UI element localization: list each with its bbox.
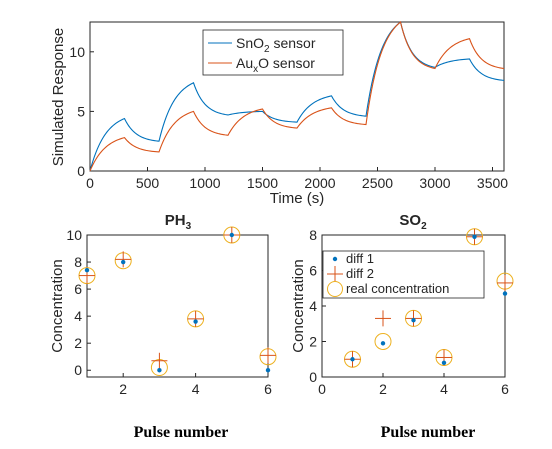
so2-diff1-point [502, 291, 508, 296]
so2-diff1-point [350, 357, 355, 362]
top-ytick-label: 5 [77, 103, 85, 119]
ph3-y-axis-label: Concentration [49, 259, 66, 352]
so2-xtick-label: 4 [440, 381, 448, 397]
legend-label-diff1: diff 1 [346, 251, 374, 266]
legend-label-auxo: AuxO sensor [236, 55, 315, 75]
ph3-scatter-chart: 0 2 4 6 8 10 2 4 6 PH3 Concentration Pulse numb… [49, 212, 277, 441]
ph3-ytick-label: 0 [74, 362, 82, 378]
ph3-diff1-point [84, 267, 90, 273]
ph3-diff1-point [157, 368, 162, 373]
top-legend: SnO2 sensor AuxO sensor [202, 29, 344, 76]
top-xtick-label: 3000 [419, 175, 450, 191]
so2-xtick-label: 2 [379, 381, 387, 397]
ph3-x-axis-label: Pulse number [134, 424, 229, 441]
so2-x-axis-label: Pulse number [381, 424, 476, 441]
ph3-diff1-point [121, 259, 126, 265]
ph3-ytick-label: 4 [74, 308, 82, 324]
ph3-diff2-point [115, 251, 132, 268]
so2-title: SO2 [399, 212, 427, 232]
so2-xtick-label: 0 [318, 381, 326, 397]
ph3-xtick-label: 4 [192, 381, 200, 397]
top-xtick-label: 0 [86, 175, 94, 191]
legend-marker-diff1 [332, 256, 338, 262]
legend-label-diff2: diff 2 [346, 266, 374, 281]
ph3-title: PH3 [165, 212, 192, 232]
so2-diff1-point [380, 341, 386, 346]
ph3-diff2-point [260, 347, 276, 364]
ph3-xtick-label: 6 [264, 381, 272, 397]
ph3-markers [78, 226, 277, 377]
so2-diff1-point [441, 360, 447, 365]
ph3-xtick-label: 2 [119, 381, 127, 397]
so2-ytick-label: 6 [309, 263, 317, 279]
so2-legend: diff 1 diff 2 real concentration [322, 250, 485, 299]
ph3-ytick-label: 10 [66, 227, 82, 243]
ph3-diff1-point [193, 319, 198, 324]
so2-ytick-label: 8 [309, 227, 317, 243]
top-y-axis-label: Simulated Response [50, 28, 67, 166]
so2-diff1-point [472, 234, 477, 239]
top-ytick-label: 0 [77, 163, 85, 179]
top-series-lines [89, 21, 505, 172]
top-xtick-label: 3500 [477, 175, 508, 191]
ph3-ytick-label: 2 [74, 335, 82, 351]
legend-marker-diff2 [327, 266, 343, 282]
ph3-x-axis-ticks: 2 4 6 [119, 373, 272, 397]
top-ytick-label: 10 [69, 44, 85, 60]
series-line-auxo [89, 21, 505, 172]
ph3-y-axis-ticks: 0 2 4 6 8 10 [66, 227, 91, 378]
so2-ytick-label: 2 [309, 334, 317, 350]
so2-real-point [374, 333, 392, 350]
ph3-ytick-label: 6 [74, 281, 82, 297]
ph3-ytick-label: 8 [74, 254, 82, 270]
so2-scatter-chart: 0 2 4 6 8 0 2 4 6 SO2 Concentration Pulse numbe… [290, 212, 514, 441]
so2-x-axis-ticks: 0 2 4 6 [318, 373, 509, 397]
legend-marker-real [327, 281, 343, 297]
so2-markers [344, 228, 514, 368]
legend-label-real: real concentration [346, 281, 449, 296]
so2-diff2-point [375, 310, 391, 327]
so2-diff2-point [497, 274, 513, 291]
top-xtick-label: 1000 [189, 175, 220, 191]
ph3-diff2-point [151, 352, 168, 369]
ph3-plot-frame [86, 234, 269, 378]
top-xtick-label: 500 [136, 175, 160, 191]
top-xtick-label: 2500 [362, 175, 393, 191]
ph3-diff1-point [229, 232, 234, 238]
top-legend-box [202, 29, 344, 76]
legend-label-sno2: SnO2 sensor [236, 35, 316, 55]
so2-y-axis-label: Concentration [290, 259, 307, 352]
so2-ytick-label: 0 [309, 369, 317, 385]
so2-legend-box [322, 250, 485, 299]
response-line-chart: 0 5 10 0 500 1000 1500 2000 2500 3000 3500 Time (… [50, 21, 508, 207]
ph3-diff1-point [265, 368, 271, 373]
so2-ytick-label: 4 [309, 298, 317, 314]
so2-diff1-point [411, 318, 416, 323]
top-xtick-label: 2000 [304, 175, 335, 191]
so2-xtick-label: 6 [501, 381, 509, 397]
top-y-axis-ticks: 0 5 10 [69, 44, 94, 179]
top-x-axis-ticks: 0 500 1000 1500 2000 2500 3000 3500 [86, 167, 508, 191]
top-x-axis-label: Time (s) [270, 190, 324, 207]
ph3-diff2-point [187, 310, 204, 327]
top-xtick-label: 1500 [247, 175, 278, 191]
